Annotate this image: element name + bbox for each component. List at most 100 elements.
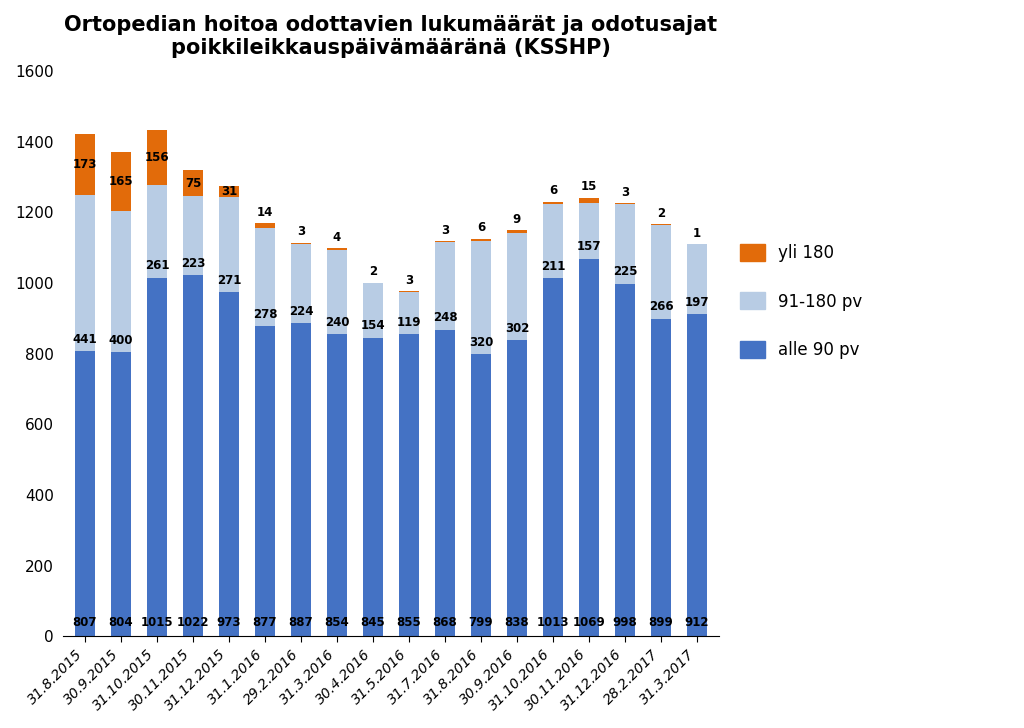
Text: 165: 165 [109,175,133,188]
Text: 998: 998 [612,616,637,629]
Bar [364,338,383,636]
Text: 3: 3 [441,223,450,237]
Bar [111,152,131,211]
Text: 804: 804 [109,616,133,629]
Bar [543,202,563,204]
Text: 6: 6 [477,221,485,234]
Bar [291,242,311,244]
Bar [111,352,131,636]
Bar [255,228,274,326]
Bar [615,284,635,636]
Bar [615,203,635,204]
Bar [147,186,167,277]
Text: 225: 225 [612,265,637,278]
Bar [471,354,490,636]
Bar [435,241,455,242]
Text: 266: 266 [648,300,674,313]
Bar [507,234,527,340]
Bar [435,242,455,330]
Text: 1015: 1015 [140,616,173,629]
Text: 855: 855 [396,616,421,629]
Text: 912: 912 [685,616,710,629]
Bar [543,278,563,636]
Text: 302: 302 [505,322,529,335]
Bar [327,250,347,334]
Bar [147,277,167,636]
Text: 877: 877 [253,616,278,629]
Text: 224: 224 [289,304,313,317]
Bar [399,334,419,636]
Text: 211: 211 [541,260,565,273]
Text: 271: 271 [217,274,241,287]
Text: 854: 854 [325,616,349,629]
Text: 240: 240 [325,316,349,329]
Bar [471,241,490,354]
Bar [291,323,311,636]
Text: 75: 75 [184,177,201,189]
Text: 400: 400 [109,334,133,347]
Bar [507,230,527,234]
Bar [183,170,203,197]
Text: 1069: 1069 [572,616,605,629]
Bar [615,204,635,284]
Bar [579,198,599,203]
Bar [471,239,490,241]
Bar [364,283,383,338]
Bar [579,203,599,258]
Text: 887: 887 [289,616,313,629]
Text: 2: 2 [657,207,665,220]
Text: 173: 173 [73,158,97,171]
Text: 223: 223 [181,257,205,270]
Bar [327,248,347,250]
Text: 156: 156 [144,151,169,165]
Text: 197: 197 [685,296,710,309]
Bar [183,197,203,275]
Text: 320: 320 [469,336,494,349]
Text: 261: 261 [144,259,169,272]
Text: 1013: 1013 [537,616,569,629]
Text: 119: 119 [396,316,421,329]
Bar [255,223,274,228]
Legend: yli 180, 91-180 pv, alle 90 pv: yli 180, 91-180 pv, alle 90 pv [733,237,869,365]
Text: 6: 6 [549,184,557,197]
Text: 2: 2 [369,265,377,278]
Text: 9: 9 [513,213,521,226]
Bar [111,211,131,352]
Text: 1022: 1022 [177,616,209,629]
Text: 4: 4 [333,231,341,244]
Bar [651,225,671,319]
Bar [219,186,239,197]
Text: 157: 157 [577,240,601,253]
Text: 838: 838 [505,616,529,629]
Bar [399,292,419,334]
Bar [327,334,347,636]
Text: 1: 1 [693,227,701,240]
Bar [219,293,239,636]
Bar [579,258,599,636]
Text: 868: 868 [432,616,458,629]
Bar [255,326,274,636]
Bar [687,314,707,636]
Bar [399,291,419,292]
Bar [543,204,563,278]
Text: 807: 807 [73,616,97,629]
Text: 31: 31 [221,185,238,198]
Title: Ortopedian hoitoa odottavien lukumäärät ja odotusajat
poikkileikkauspäivämääränä: Ortopedian hoitoa odottavien lukumäärät … [65,15,718,58]
Text: 799: 799 [469,616,494,629]
Bar [291,244,311,323]
Bar [507,340,527,636]
Text: 154: 154 [360,320,385,333]
Text: 899: 899 [648,616,674,629]
Text: 278: 278 [253,308,278,321]
Bar [183,275,203,636]
Bar [75,134,95,195]
Bar [75,195,95,351]
Text: 973: 973 [217,616,242,629]
Text: 14: 14 [257,206,273,219]
Text: 3: 3 [621,186,629,199]
Bar [75,351,95,636]
Text: 3: 3 [297,226,305,238]
Text: 248: 248 [433,312,458,324]
Text: 845: 845 [360,616,385,629]
Bar [219,197,239,293]
